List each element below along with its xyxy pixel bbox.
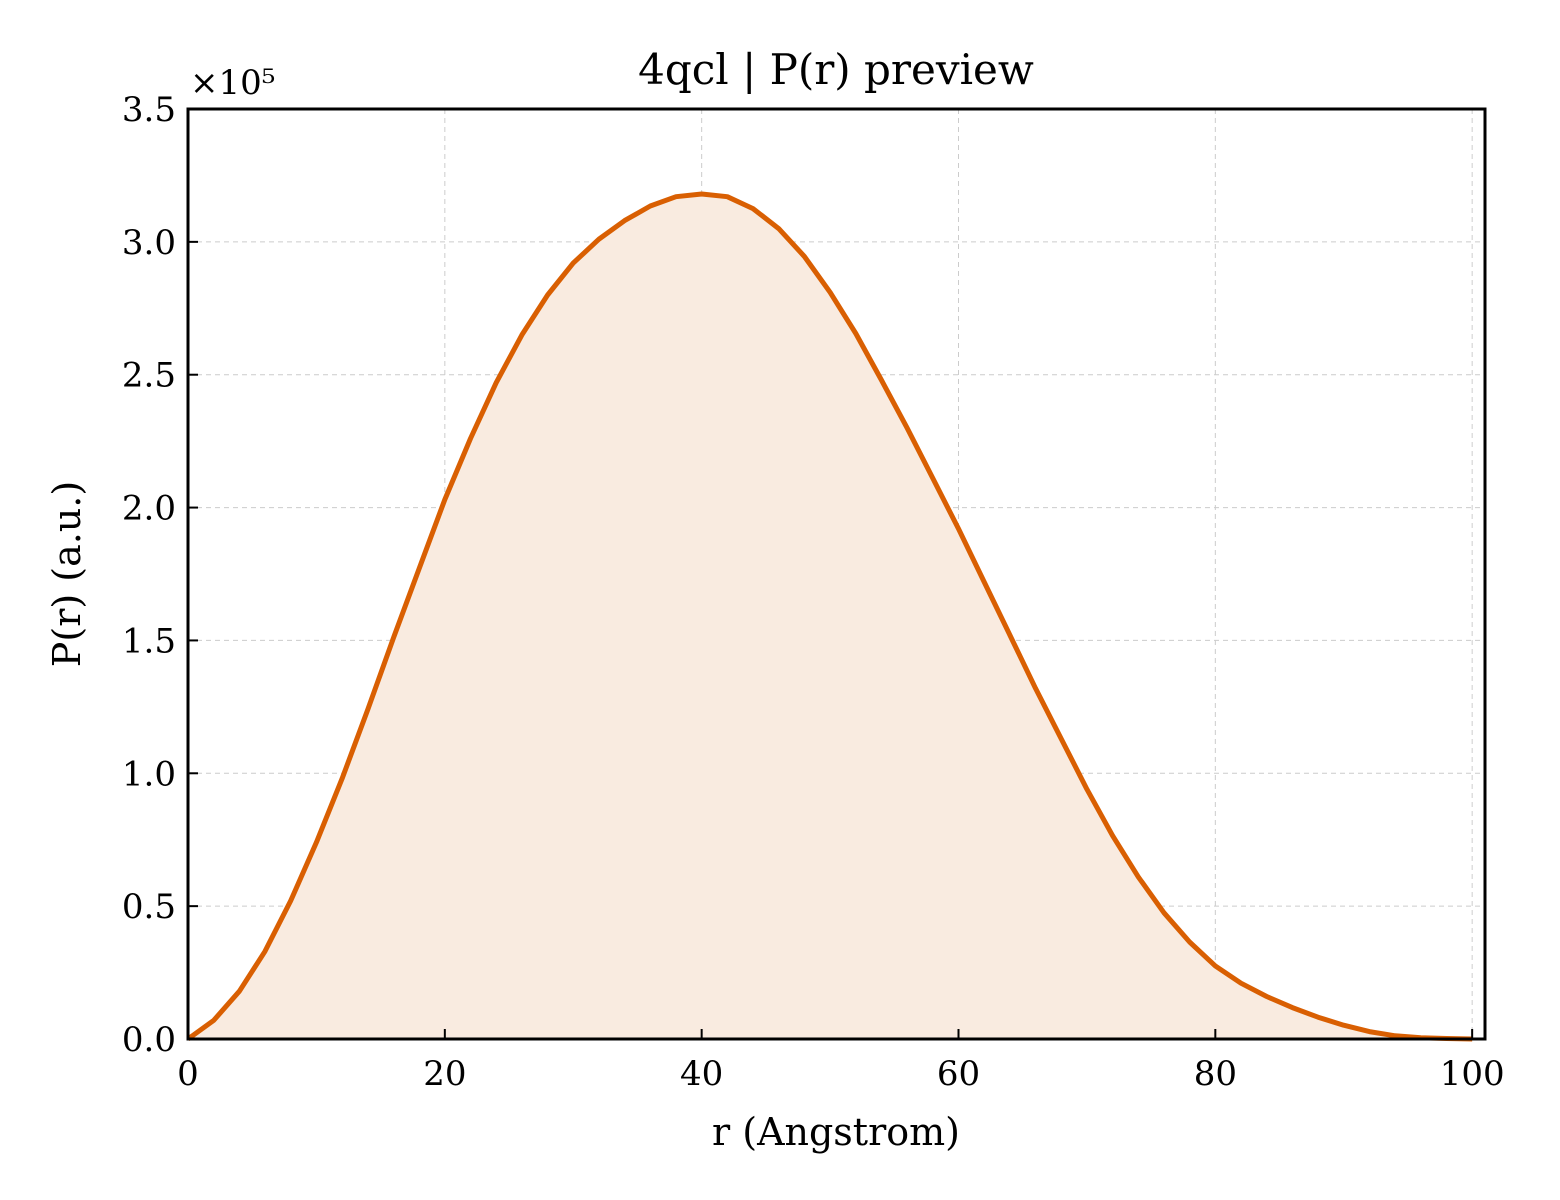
y-tick-label: 3.5 xyxy=(122,90,176,130)
y-tick-label: 1.0 xyxy=(122,754,176,794)
y-axis-label: P(r) (a.u.) xyxy=(45,481,89,667)
x-tick-label: 20 xyxy=(423,1054,466,1094)
x-tick-label: 0 xyxy=(177,1054,199,1094)
y-tick-label: 3.0 xyxy=(122,223,176,263)
x-tick-label: 60 xyxy=(937,1054,980,1094)
y-tick-label: 2.0 xyxy=(122,489,176,529)
y-tick-label: 0.0 xyxy=(122,1020,176,1060)
x-tick-label: 80 xyxy=(1194,1054,1237,1094)
y-tick-label: 0.5 xyxy=(122,887,176,927)
x-tick-label: 40 xyxy=(680,1054,723,1094)
y-tick-label: 1.5 xyxy=(122,621,176,661)
ticks: 0 20 40 60 80 100 0.0 0.5 1.0 1.5 2.0 2.5 3.0 3.5 xyxy=(122,90,1505,1094)
series-line xyxy=(186,191,1473,1042)
chart-title: 4qcl | P(r) preview xyxy=(638,45,1034,94)
series-area-fill xyxy=(188,194,1473,1039)
x-tick-label: 100 xyxy=(1440,1054,1505,1094)
y-tick-label: 2.5 xyxy=(122,356,176,396)
y-multiplier-label: ×10⁵ xyxy=(190,63,275,103)
area-layer xyxy=(186,191,1473,1042)
x-axis-label: r (Angstrom) xyxy=(712,1110,960,1154)
plot-frame xyxy=(186,107,1487,1041)
